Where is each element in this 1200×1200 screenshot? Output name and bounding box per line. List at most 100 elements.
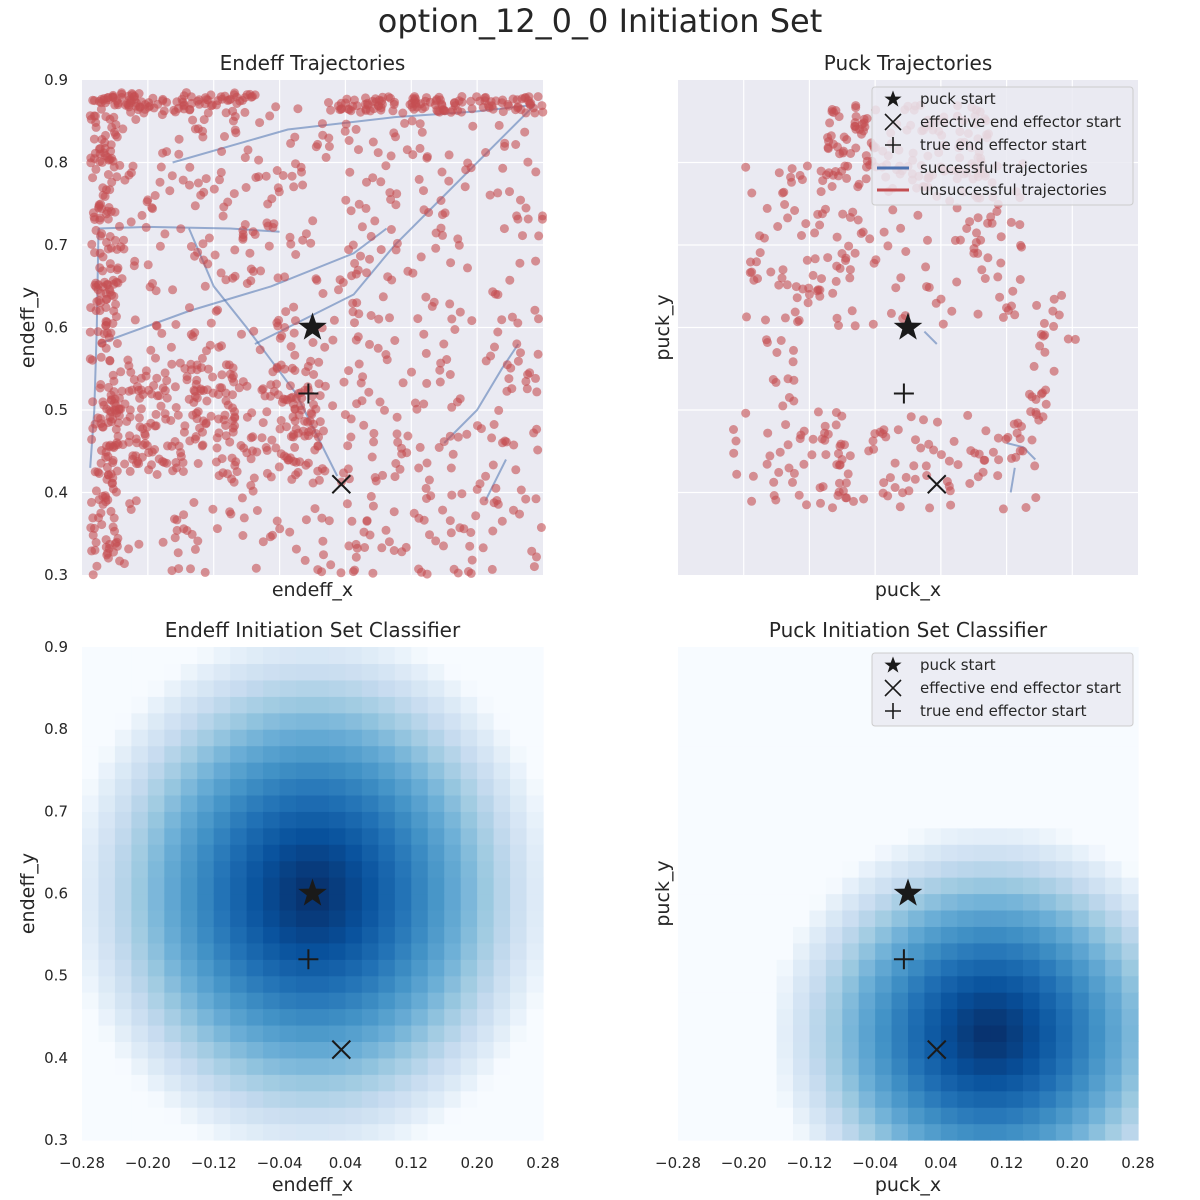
- unsuccessful-point: [168, 466, 178, 476]
- heatmap-cell: [924, 1123, 942, 1141]
- heatmap-cell: [743, 696, 761, 714]
- heatmap-cell: [858, 1024, 876, 1042]
- heatmap-cell: [230, 1041, 248, 1059]
- unsuccessful-point: [775, 447, 785, 457]
- heatmap-cell: [825, 647, 843, 665]
- heatmap-cell: [394, 975, 412, 993]
- heatmap-cell: [263, 811, 281, 829]
- heatmap-cell: [1072, 794, 1090, 812]
- heatmap-cell: [180, 893, 198, 911]
- heatmap-cell: [460, 975, 478, 993]
- unsuccessful-point: [481, 471, 491, 481]
- heatmap-cell: [990, 778, 1008, 796]
- unsuccessful-point: [385, 93, 395, 103]
- heatmap-cell: [180, 959, 198, 977]
- heatmap-cell: [460, 729, 478, 747]
- heatmap-cell: [1039, 909, 1057, 927]
- unsuccessful-point: [1008, 286, 1018, 296]
- heatmap-cell: [427, 860, 445, 878]
- heatmap-cell: [427, 647, 445, 665]
- heatmap-cell: [213, 1074, 231, 1092]
- unsuccessful-point: [533, 92, 543, 102]
- heatmap-cell: [230, 1090, 248, 1108]
- unsuccessful-point: [127, 385, 137, 395]
- unsuccessful-point: [821, 204, 830, 214]
- unsuccessful-point: [116, 367, 126, 377]
- heatmap-cell: [263, 647, 281, 665]
- heatmap-cell: [526, 860, 544, 878]
- heatmap-cell: [493, 778, 511, 796]
- heatmap-cell: [114, 975, 132, 993]
- heatmap-cell: [279, 827, 297, 845]
- heatmap-cell: [526, 1041, 544, 1059]
- y-tick-label: 0.3: [44, 1131, 68, 1149]
- heatmap-cell: [1039, 1041, 1057, 1059]
- heatmap-cell: [180, 811, 198, 829]
- heatmap-cell: [213, 745, 231, 763]
- heatmap-cell: [809, 1090, 827, 1108]
- unsuccessful-point: [403, 266, 413, 276]
- heatmap-cell: [460, 1074, 478, 1092]
- heatmap-cell: [345, 1074, 363, 1092]
- heatmap-cell: [678, 992, 696, 1010]
- unsuccessful-point: [265, 111, 275, 121]
- legend-label: true end effector start: [920, 136, 1087, 154]
- heatmap-cell: [411, 1074, 429, 1092]
- unsuccessful-point: [467, 104, 477, 114]
- heatmap-cell: [493, 794, 511, 812]
- heatmap-cell: [114, 778, 132, 796]
- unsuccessful-point: [246, 264, 256, 274]
- heatmap-cell: [743, 877, 761, 895]
- heatmap-cell: [246, 679, 264, 697]
- heatmap-cell: [973, 745, 991, 763]
- unsuccessful-point: [269, 386, 279, 396]
- unsuccessful-point: [261, 171, 271, 181]
- heatmap-cell: [493, 663, 511, 681]
- heatmap-cell: [230, 1107, 248, 1125]
- heatmap-cell: [82, 663, 100, 681]
- unsuccessful-point: [303, 458, 313, 468]
- unsuccessful-point: [861, 151, 871, 161]
- heatmap-cell: [809, 942, 827, 960]
- heatmap-cell: [131, 909, 149, 927]
- unsuccessful-point: [339, 377, 349, 387]
- unsuccessful-point: [1001, 434, 1011, 444]
- heatmap-cell: [328, 877, 347, 895]
- unsuccessful-point: [385, 188, 395, 198]
- heatmap-cell: [444, 1057, 462, 1075]
- unsuccessful-point: [936, 450, 946, 460]
- heatmap-cell: [710, 1024, 728, 1042]
- heatmap-cell: [1039, 893, 1057, 911]
- heatmap-cell: [973, 877, 991, 895]
- heatmap-cell: [743, 1074, 761, 1092]
- unsuccessful-point: [388, 106, 398, 116]
- heatmap-cell: [678, 1074, 696, 1092]
- heatmap-cell: [246, 827, 264, 845]
- unsuccessful-point: [487, 433, 497, 443]
- heatmap-cell: [510, 794, 528, 812]
- heatmap-cell: [908, 992, 926, 1010]
- heatmap-cell: [710, 827, 728, 845]
- heatmap-cell: [973, 893, 991, 911]
- unsuccessful-point: [835, 478, 844, 488]
- heatmap-cell: [477, 762, 495, 780]
- heatmap-cell: [147, 860, 165, 878]
- unsuccessful-point: [301, 515, 311, 525]
- heatmap-cell: [727, 1123, 745, 1141]
- heatmap-cell: [809, 762, 827, 780]
- heatmap-cell: [1055, 1057, 1073, 1075]
- heatmap-cell: [131, 1074, 149, 1092]
- heatmap-cell: [1121, 778, 1139, 796]
- heatmap-cell: [180, 1057, 198, 1075]
- x-tick-label: −0.04: [257, 1154, 303, 1172]
- heatmap-cell: [82, 844, 100, 862]
- unsuccessful-point: [816, 187, 826, 197]
- heatmap-cell: [460, 1123, 478, 1141]
- unsuccessful-point: [217, 383, 227, 393]
- unsuccessful-point: [338, 278, 348, 287]
- heatmap-cell: [891, 1074, 909, 1092]
- heatmap-cell: [345, 712, 363, 730]
- heatmap-cell: [180, 762, 198, 780]
- unsuccessful-point: [285, 381, 295, 391]
- heatmap-cell: [526, 712, 544, 730]
